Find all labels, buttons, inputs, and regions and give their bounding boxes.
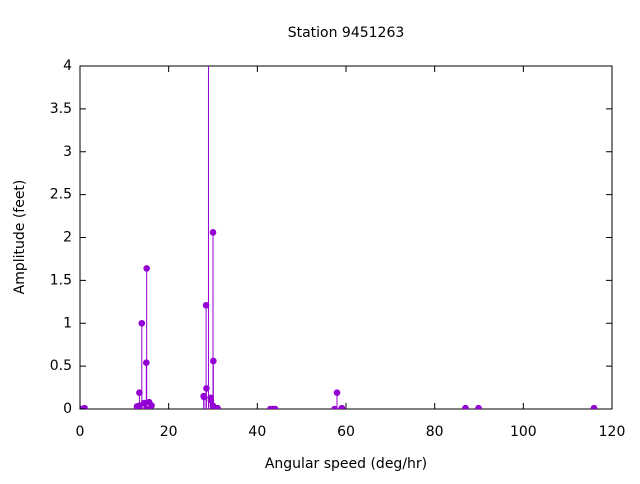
point (271, 405, 279, 409)
y-tick-label: 4 (63, 58, 72, 74)
x-tick-label: 60 (337, 424, 355, 440)
point (148, 402, 155, 409)
point (475, 404, 482, 409)
chart-title: Station 9451263 (288, 25, 405, 41)
point (590, 404, 598, 409)
point (202, 301, 210, 309)
y-tick-label: 3.5 (50, 101, 72, 117)
point (338, 404, 346, 409)
plot-area (80, 66, 598, 409)
point (81, 404, 88, 409)
point (331, 405, 338, 409)
y-tick-label: 2 (63, 230, 72, 246)
y-tick-label: 3 (63, 144, 72, 160)
y-tick-label: 1.5 (50, 272, 72, 288)
y-axis-label: Amplitude (feet) (12, 180, 28, 295)
x-tick-label: 80 (426, 424, 444, 440)
point (462, 404, 469, 409)
x-tick-label: 0 (76, 424, 85, 440)
x-tick-label: 120 (599, 424, 626, 440)
x-tick-label: 20 (160, 424, 178, 440)
x-tick-label: 100 (510, 424, 537, 440)
y-tick-label: 2.5 (50, 187, 72, 203)
point (214, 404, 221, 409)
point (138, 319, 146, 327)
point (136, 389, 143, 397)
y-tick-label: 0.5 (50, 358, 72, 374)
x-axis-label: Angular speed (deg/hr) (265, 456, 427, 472)
y-tick-label: 1 (63, 315, 72, 331)
point (209, 229, 217, 236)
point (333, 389, 341, 397)
point (210, 357, 217, 365)
x-tick-label: 40 (248, 424, 266, 440)
point (143, 265, 150, 272)
y-tick-label: 0 (63, 401, 72, 417)
